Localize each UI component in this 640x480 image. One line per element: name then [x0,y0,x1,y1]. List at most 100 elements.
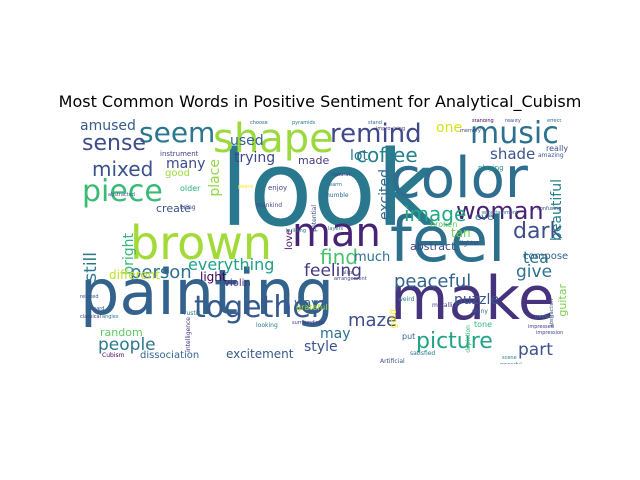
word-feel: feel [390,203,506,276]
word-gold: gold [389,309,399,329]
word-one: one [436,120,463,136]
word-way: way [294,296,319,310]
word-create: create [156,202,191,215]
word-lighter: lighter [460,240,480,247]
word-natural: natural [332,172,350,178]
word-abstract: abstract [410,240,456,253]
word-tea: tea [523,248,549,267]
word-cloud: look painting make color feel brown shape man to… [80,119,569,364]
word-warm: warm [328,182,342,188]
word-mankind: mankind [256,202,283,209]
word-image: image [404,202,467,226]
word-choose: choose [250,120,268,126]
word-peaceful: peaceful [394,271,472,292]
word-look: look [220,128,437,250]
word-classical: classical [80,314,102,320]
word-people: people [98,335,156,355]
word-find: find [320,245,358,269]
word-many: many [166,156,206,172]
word-broken: broken [430,220,458,229]
word-give: give [516,262,553,282]
word-playing: playing [478,164,504,172]
word-much: much [354,250,391,265]
word-excitement: excitement [226,347,294,361]
word-still: still [81,252,101,282]
word-artificial: Artificial [380,358,405,365]
word-mixed: mixed [92,157,154,181]
word-arrangement: arrangement [334,276,367,282]
word-reality: reality [505,119,521,124]
word-maze: maze [348,310,398,331]
word-abstracted: abstracted [108,192,135,198]
word-potential: potential [311,205,318,232]
word-make: make [390,264,555,334]
word-even: even [475,212,500,223]
word-lot: lot [350,148,368,164]
word-improvising: improvising [376,126,406,132]
word-impressed: impressed [528,324,554,330]
word-grateful: grateful [296,303,328,312]
word-part: part [518,340,553,360]
word-intelligence: intelligence [185,317,192,352]
word-piece: piece [82,174,163,209]
word-powerful: powerful [500,363,522,365]
word-remind: remind [330,119,422,149]
word-enjoy: enjoy [268,184,288,192]
word-dark: dark [513,219,563,244]
word-light: light [200,270,227,284]
word-surroundings: surroundings [292,320,325,326]
word-everything: everything [188,255,275,274]
word-woman: woman [456,197,544,225]
word-really: really [546,144,569,153]
word-puzzle: puzzle [454,292,499,308]
word-different: different [109,268,160,282]
chart-title: Most Common Words in Positive Sentiment … [58,92,582,111]
word-random: random [100,326,143,339]
word-made: made [298,154,330,167]
word-tan: tan [451,226,471,240]
word-seem: seem [139,119,216,149]
word-guitar: guitar [556,284,569,317]
word-feeling: feeling [304,261,362,281]
word-older: older [180,184,201,193]
word-coffee: coffee [356,143,418,167]
word-picture: picture [416,329,493,354]
word-memory: memory [460,128,481,134]
word-shade: shade [490,145,536,163]
word-looking: looking [256,322,278,329]
word-tone: tone [474,320,493,329]
word-music: music [470,119,559,151]
word-building: building [286,228,307,234]
word-peace: peace [238,184,254,190]
word-relaxed: relaxed [80,294,99,300]
word-pyramids: pyramids [292,120,316,126]
word-trying: trying [234,150,276,166]
word-humble: humble [326,192,349,199]
word-angles: angles [102,314,119,320]
word-painting: painting [80,256,335,329]
word-satisfied: satisfied [410,350,436,357]
word-instrument: instrument [160,150,199,158]
word-amazing: amazing [538,152,564,159]
word-scene: scene [502,355,517,361]
word-used: used [230,133,264,149]
word-brown: brown [130,216,273,270]
word-metallic: metallic [432,302,456,309]
word-standing: standing [472,119,494,124]
word-shape: shape [213,119,334,162]
word-cubism: Cubism [102,352,125,359]
word-effect: effect [547,119,562,124]
word-man: man [292,210,381,256]
word-put: put [402,332,416,341]
word-dissociation: dissociation [140,350,200,361]
word-stand: stand [368,120,382,126]
word-layers: layers [328,226,344,232]
word-together: together [194,290,324,325]
word-weird: weird [398,296,415,303]
word-impression: impression [536,330,564,336]
word-excited: excited [377,169,393,220]
word-alike: alike [342,270,354,276]
word-amused: amused [80,119,136,134]
word-rustic: rustic [184,310,201,317]
word-bring: bring [180,204,196,211]
